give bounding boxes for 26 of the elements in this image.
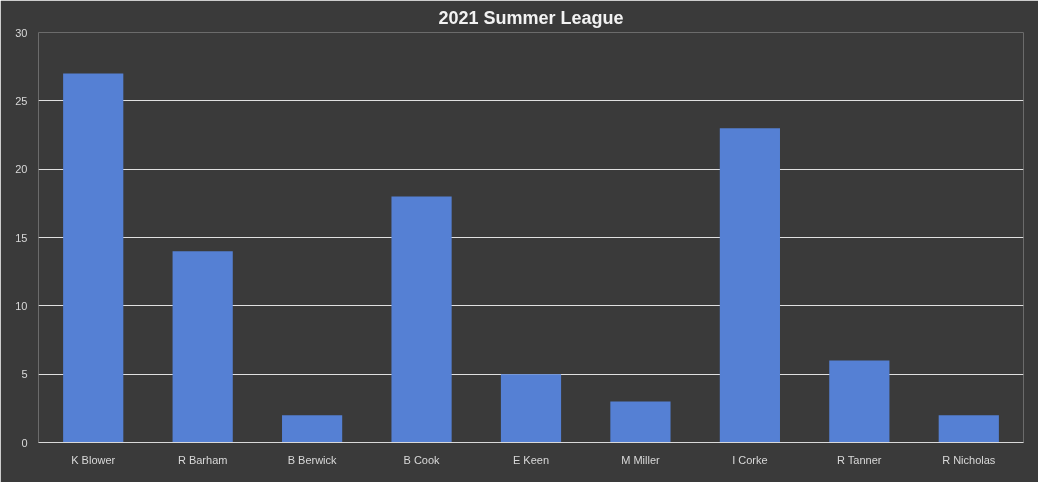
bar — [938, 415, 999, 443]
bar — [719, 128, 780, 443]
bar — [610, 401, 671, 443]
bar — [172, 251, 233, 443]
x-tick-label: R Tanner — [837, 453, 882, 466]
x-tick-label: K Blower — [71, 453, 116, 466]
chart-title: 2021 Summer League — [438, 7, 624, 28]
y-tick-label: 15 — [15, 231, 28, 244]
x-tick-label: M Miller — [621, 453, 661, 466]
x-tick-label: I Corke — [732, 453, 768, 466]
x-tick-label: B Berwick — [287, 453, 338, 466]
x-tick-label: R Nicholas — [942, 453, 996, 466]
bar — [500, 374, 562, 443]
bar — [829, 360, 890, 443]
bar — [391, 196, 452, 443]
y-tick-label: 5 — [21, 368, 28, 381]
y-tick-label: 0 — [21, 436, 28, 449]
x-tick-label: E Keen — [512, 453, 550, 466]
y-tick-label: 10 — [15, 299, 28, 312]
x-tick-label: B Cook — [403, 453, 441, 466]
y-tick-label: 20 — [15, 163, 28, 176]
bar — [282, 415, 343, 443]
y-tick-label: 25 — [15, 94, 28, 107]
x-tick-label: R Barham — [177, 453, 228, 466]
y-tick-label: 30 — [15, 26, 28, 39]
bar — [63, 73, 124, 443]
